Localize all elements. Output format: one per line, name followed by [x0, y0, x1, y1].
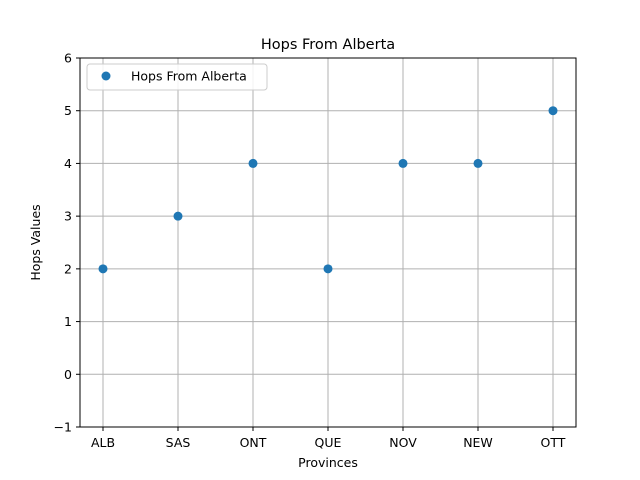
y-tick-label: −1 [54, 420, 72, 435]
x-axis-label: Provinces [298, 455, 358, 470]
data-point [548, 106, 558, 116]
data-point [173, 211, 183, 221]
data-point [473, 158, 483, 168]
axis-ticks: ALB SAS ONT QUE NOV NEW OTT −1 0 1 2 3 4 5 6 [54, 51, 566, 451]
data-point [323, 264, 333, 274]
y-axis-label: Hops Values [28, 204, 43, 280]
data-point [248, 158, 258, 168]
legend-box [86, 63, 268, 91]
y-tick-label: 6 [64, 51, 72, 66]
legend-label: Hops From Alberta [131, 69, 247, 84]
x-tick-label: ALB [91, 435, 115, 450]
x-tick-label: ONT [240, 435, 267, 450]
x-tick-label: NEW [463, 435, 493, 450]
chart-title: Hops From Alberta [261, 37, 395, 53]
x-tick-label: NOV [389, 435, 417, 450]
legend: Hops From Alberta [86, 63, 268, 91]
y-tick-label: 3 [64, 209, 72, 224]
legend-marker [101, 71, 111, 81]
y-tick-label: 5 [64, 103, 72, 118]
y-tick-label: 0 [64, 367, 72, 382]
x-tick-label: SAS [166, 435, 191, 450]
data-point [398, 158, 408, 168]
y-tick-label: 2 [64, 261, 72, 276]
y-tick-label: 4 [64, 156, 72, 171]
data-points [98, 106, 558, 274]
y-tick-label: 1 [64, 314, 72, 329]
plot-area-frame [79, 57, 577, 428]
data-point [98, 264, 108, 274]
x-tick-label: OTT [541, 435, 566, 450]
x-tick-label: QUE [315, 435, 342, 450]
